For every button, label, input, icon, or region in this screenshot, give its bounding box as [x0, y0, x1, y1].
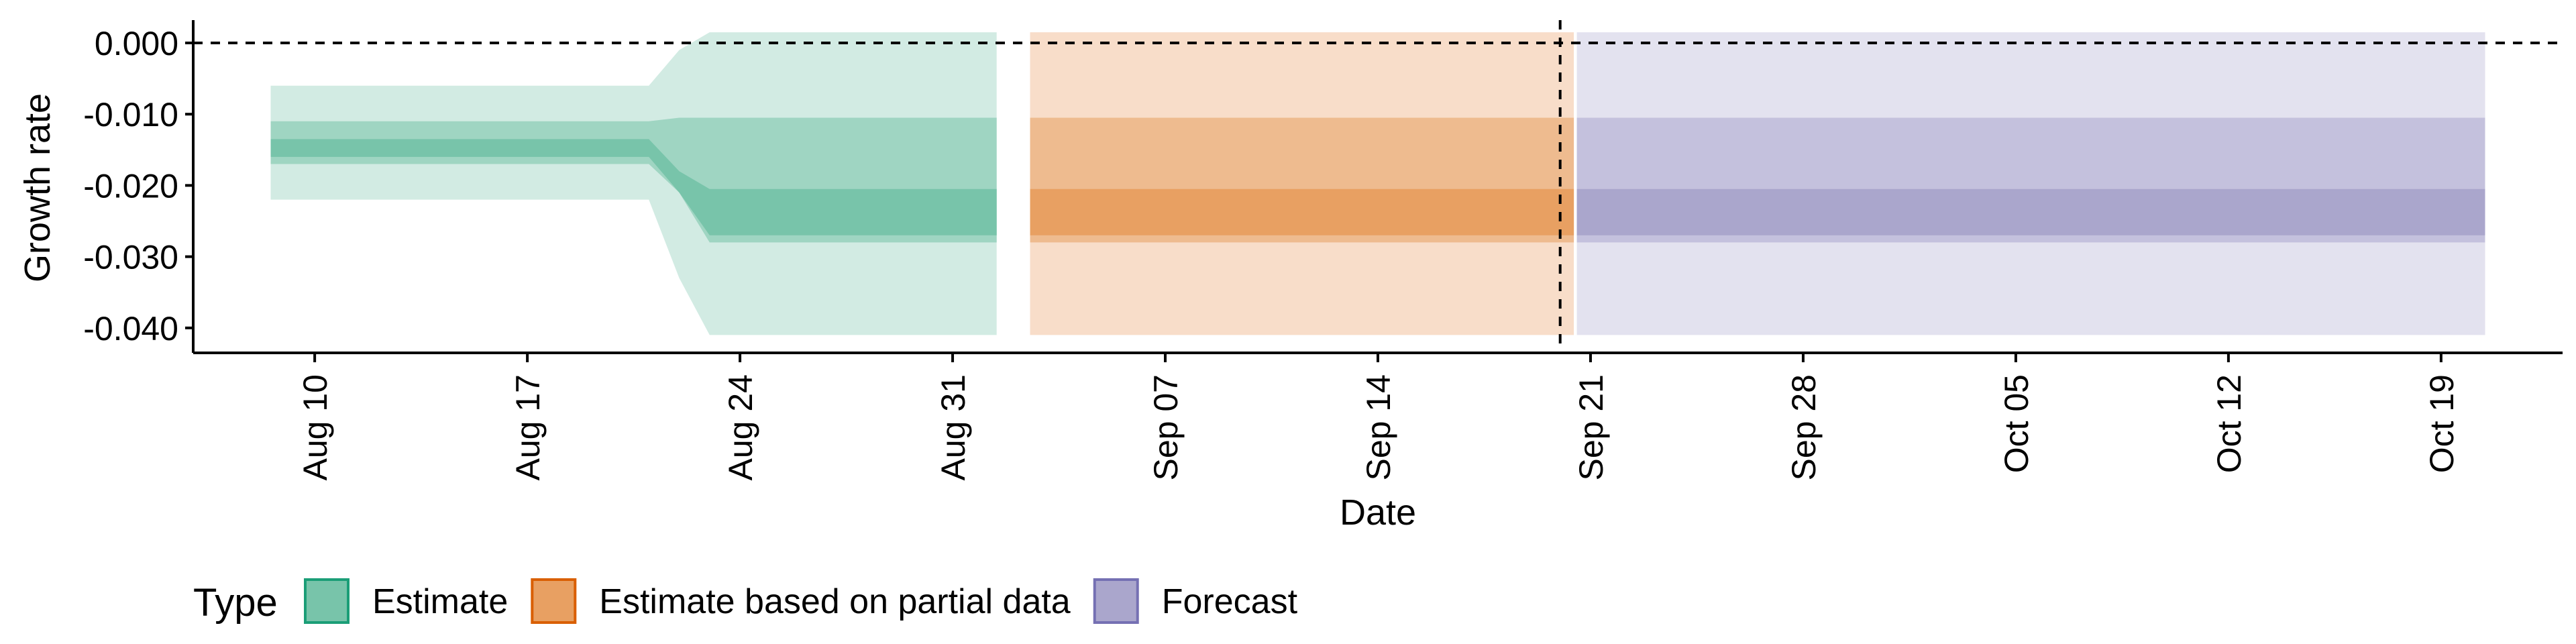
x-axis-label: Date [1340, 492, 1416, 533]
legend-item: Forecast [1093, 578, 1298, 624]
legend-entries: Estimate Estimate based on partial data Fo… [304, 578, 1298, 624]
ribbon-inner-series-2 [1030, 189, 1574, 235]
y-axis-label: Growth rate [17, 93, 58, 282]
y-tick-label: -0.010 [83, 96, 178, 133]
y-ticks: 0.000 -0.010 -0.020 -0.030 -0.040 [83, 25, 193, 347]
legend-title: Type [193, 581, 278, 625]
legend-item: Estimate [304, 578, 508, 624]
y-tick-label: -0.030 [83, 239, 178, 276]
legend-swatch [304, 578, 350, 624]
y-tick-label: -0.020 [83, 167, 178, 205]
series-1 [270, 32, 997, 335]
x-tick-label: Aug 17 [509, 374, 547, 480]
x-tick-label: Aug 31 [934, 374, 972, 480]
ribbon-layer [270, 32, 2485, 335]
ribbon-outer-series-1 [270, 32, 997, 335]
x-ticks: Aug 10 Aug 17 Aug 24 Aug 31 Sep 07 Sep 14 Sep … [297, 353, 2461, 480]
x-tick-label: Oct 12 [2210, 374, 2248, 473]
y-tick-label: -0.040 [83, 310, 178, 347]
series-3 [1576, 32, 2485, 335]
legend-label: Estimate based on partial data [599, 582, 1071, 621]
y-tick-label: 0.000 [95, 25, 178, 62]
legend-swatch [531, 578, 577, 624]
legend: Type Estimate Estimate based on partial d… [193, 578, 1298, 625]
legend-label: Estimate [372, 582, 508, 621]
x-tick-label: Sep 21 [1572, 374, 1610, 480]
x-tick-label: Aug 10 [297, 374, 334, 480]
x-tick-label: Sep 07 [1147, 374, 1185, 480]
x-tick-label: Oct 05 [1998, 374, 2035, 473]
x-tick-label: Sep 28 [1785, 374, 1823, 480]
x-tick-label: Sep 14 [1360, 374, 1397, 480]
ribbon-inner-series-3 [1576, 189, 2485, 235]
legend-label: Forecast [1162, 582, 1298, 621]
x-tick-label: Aug 24 [722, 374, 759, 480]
reference-lines [193, 20, 2563, 353]
legend-swatch [1093, 578, 1139, 624]
x-tick-label: Oct 19 [2423, 374, 2461, 473]
ribbon-inner-series-1 [270, 139, 997, 235]
legend-item: Estimate based on partial data [531, 578, 1071, 624]
series-2 [1030, 32, 1574, 335]
